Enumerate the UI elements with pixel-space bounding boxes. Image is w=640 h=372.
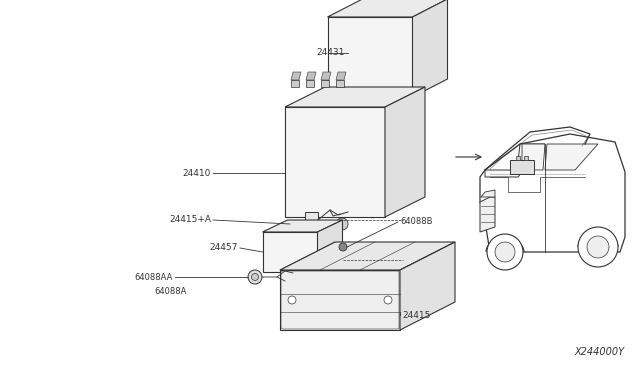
Polygon shape [400, 242, 455, 330]
Bar [336, 80, 344, 87]
Text: 24431: 24431 [317, 48, 345, 57]
Polygon shape [262, 232, 317, 272]
Polygon shape [285, 107, 385, 217]
Polygon shape [262, 220, 342, 232]
Polygon shape [385, 87, 425, 217]
Polygon shape [480, 197, 495, 232]
Text: 24415: 24415 [402, 311, 430, 320]
Polygon shape [485, 144, 545, 177]
Text: 64088B: 64088B [400, 218, 433, 227]
Polygon shape [524, 156, 528, 160]
Circle shape [487, 234, 523, 270]
Polygon shape [413, 0, 447, 97]
Polygon shape [291, 72, 301, 80]
Bar [291, 80, 299, 87]
Circle shape [578, 227, 618, 267]
Circle shape [384, 296, 392, 304]
Polygon shape [280, 242, 455, 270]
Polygon shape [545, 144, 598, 170]
Bar [321, 80, 329, 87]
Polygon shape [285, 87, 425, 107]
Text: 24410: 24410 [182, 169, 211, 177]
Circle shape [587, 236, 609, 258]
Polygon shape [328, 0, 447, 17]
Circle shape [336, 218, 348, 230]
Bar [306, 80, 314, 87]
Circle shape [252, 273, 259, 280]
Circle shape [288, 296, 296, 304]
Polygon shape [292, 212, 318, 232]
Circle shape [339, 243, 347, 251]
Text: 24415+A: 24415+A [169, 215, 211, 224]
Polygon shape [280, 270, 400, 330]
Polygon shape [336, 72, 346, 80]
Circle shape [495, 242, 515, 262]
Circle shape [248, 270, 262, 284]
Polygon shape [522, 144, 545, 170]
Text: X244000Y: X244000Y [575, 347, 625, 357]
Text: 24457: 24457 [210, 244, 238, 253]
Polygon shape [321, 72, 331, 80]
Polygon shape [328, 17, 413, 97]
Polygon shape [480, 134, 625, 252]
Polygon shape [510, 160, 534, 174]
Polygon shape [317, 220, 342, 272]
Polygon shape [516, 156, 520, 160]
Text: 64088A: 64088A [155, 286, 187, 295]
Polygon shape [481, 190, 495, 197]
Text: 64088AA: 64088AA [134, 273, 173, 282]
Polygon shape [306, 72, 316, 80]
